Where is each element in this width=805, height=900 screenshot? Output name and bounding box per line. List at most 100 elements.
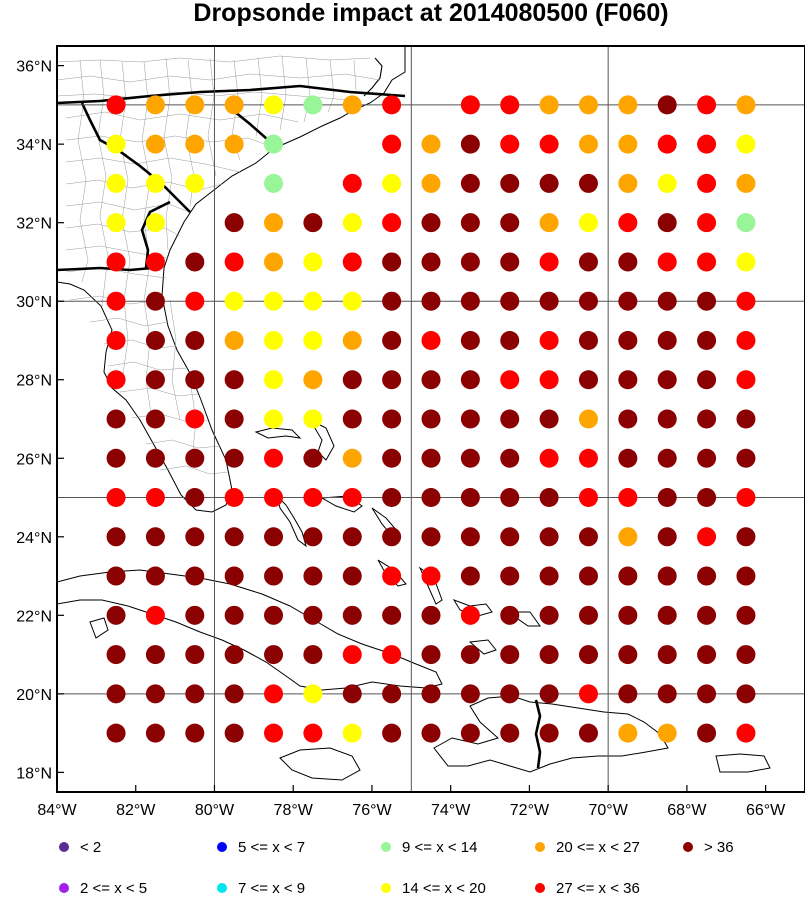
legend-swatch	[217, 842, 227, 852]
dropsonde-point	[697, 252, 717, 272]
dropsonde-point	[460, 370, 480, 390]
dropsonde-point	[618, 684, 638, 704]
dropsonde-point	[578, 684, 598, 704]
dropsonde-point	[382, 291, 402, 311]
dropsonde-point	[342, 330, 362, 350]
dropsonde-point	[460, 95, 480, 115]
dropsonde-point	[185, 134, 205, 154]
legend-swatch	[59, 883, 69, 893]
dropsonde-point	[185, 527, 205, 547]
dropsonde-point	[500, 95, 520, 115]
dropsonde-point	[382, 370, 402, 390]
dropsonde-point	[736, 566, 756, 586]
dropsonde-point	[224, 95, 244, 115]
dropsonde-point	[500, 330, 520, 350]
dropsonde-point	[264, 134, 284, 154]
x-tick-label: 66°W	[746, 802, 786, 819]
dropsonde-point	[382, 684, 402, 704]
dropsonde-point	[697, 488, 717, 508]
dropsonde-point	[500, 448, 520, 468]
dropsonde-point	[578, 134, 598, 154]
legend-label: 7 <= x < 9	[238, 880, 305, 897]
dropsonde-point	[145, 409, 165, 429]
dropsonde-point	[657, 370, 677, 390]
dropsonde-point	[736, 605, 756, 625]
us-southeast-land	[57, 46, 406, 513]
dropsonde-point	[145, 134, 165, 154]
dropsonde-point	[500, 370, 520, 390]
x-tick-label: 82°W	[116, 802, 156, 819]
cuba	[57, 569, 443, 691]
dropsonde-point	[736, 448, 756, 468]
dropsonde-point	[539, 723, 559, 743]
dropsonde-point	[578, 173, 598, 193]
dropsonde-point	[736, 370, 756, 390]
dropsonde-point	[342, 723, 362, 743]
dropsonde-point	[342, 527, 362, 547]
dropsonde-point	[697, 723, 717, 743]
dropsonde-point	[106, 488, 126, 508]
dropsonde-point	[460, 448, 480, 468]
dropsonde-point	[106, 134, 126, 154]
dropsonde-point	[657, 173, 677, 193]
dropsonde-point	[303, 370, 323, 390]
dropsonde-point	[657, 252, 677, 272]
dropsonde-point	[382, 605, 402, 625]
dropsonde-point	[500, 134, 520, 154]
legend-label: 20 <= x < 27	[556, 839, 640, 856]
dropsonde-point	[382, 173, 402, 193]
dropsonde-point	[500, 488, 520, 508]
legend-label: > 36	[704, 839, 734, 856]
dropsonde-point	[145, 527, 165, 547]
dropsonde-point	[657, 645, 677, 665]
dropsonde-point	[539, 448, 559, 468]
dropsonde-point	[618, 370, 638, 390]
dropsonde-point	[539, 330, 559, 350]
dropsonde-point	[145, 448, 165, 468]
dropsonde-point	[460, 723, 480, 743]
dropsonde-point	[500, 213, 520, 233]
dropsonde-point	[303, 213, 323, 233]
dropsonde-point	[421, 566, 441, 586]
dropsonde-point	[264, 409, 284, 429]
dropsonde-point	[460, 605, 480, 625]
dropsonde-point	[460, 134, 480, 154]
dropsonde-point	[145, 684, 165, 704]
puerto-rico	[715, 753, 771, 773]
dropsonde-point	[145, 291, 165, 311]
dropsonde-point	[185, 409, 205, 429]
dropsonde-point	[460, 527, 480, 547]
dropsonde-point	[382, 330, 402, 350]
legend: < 2 2 <= x < 5 5 <= x < 7 7 <= x < 9 9 <= x …	[59, 839, 734, 897]
dropsonde-point	[697, 330, 717, 350]
dropsonde-point	[382, 488, 402, 508]
dropsonde-point	[578, 330, 598, 350]
dropsonde-point	[736, 173, 756, 193]
dropsonde-point	[460, 291, 480, 311]
dropsonde-point	[145, 95, 165, 115]
dropsonde-point	[303, 95, 323, 115]
dropsonde-point	[618, 95, 638, 115]
dropsonde-point	[578, 370, 598, 390]
dropsonde-point	[342, 605, 362, 625]
y-tick-label: 20°N	[16, 687, 52, 704]
dropsonde-point	[264, 645, 284, 665]
dropsonde-point	[185, 173, 205, 193]
dropsonde-point	[145, 370, 165, 390]
dropsonde-point	[382, 723, 402, 743]
dropsonde-point	[421, 409, 441, 429]
dropsonde-point	[539, 173, 559, 193]
dropsonde-point	[224, 684, 244, 704]
dropsonde-point	[657, 605, 677, 625]
dropsonde-point	[382, 566, 402, 586]
dropsonde-point	[618, 527, 638, 547]
dropsonde-point	[736, 330, 756, 350]
dropsonde-point	[578, 252, 598, 272]
dropsonde-point	[106, 448, 126, 468]
dropsonde-point	[382, 134, 402, 154]
dropsonde-point	[185, 291, 205, 311]
dropsonde-point	[185, 684, 205, 704]
dropsonde-point	[342, 252, 362, 272]
dropsonde-point	[736, 291, 756, 311]
